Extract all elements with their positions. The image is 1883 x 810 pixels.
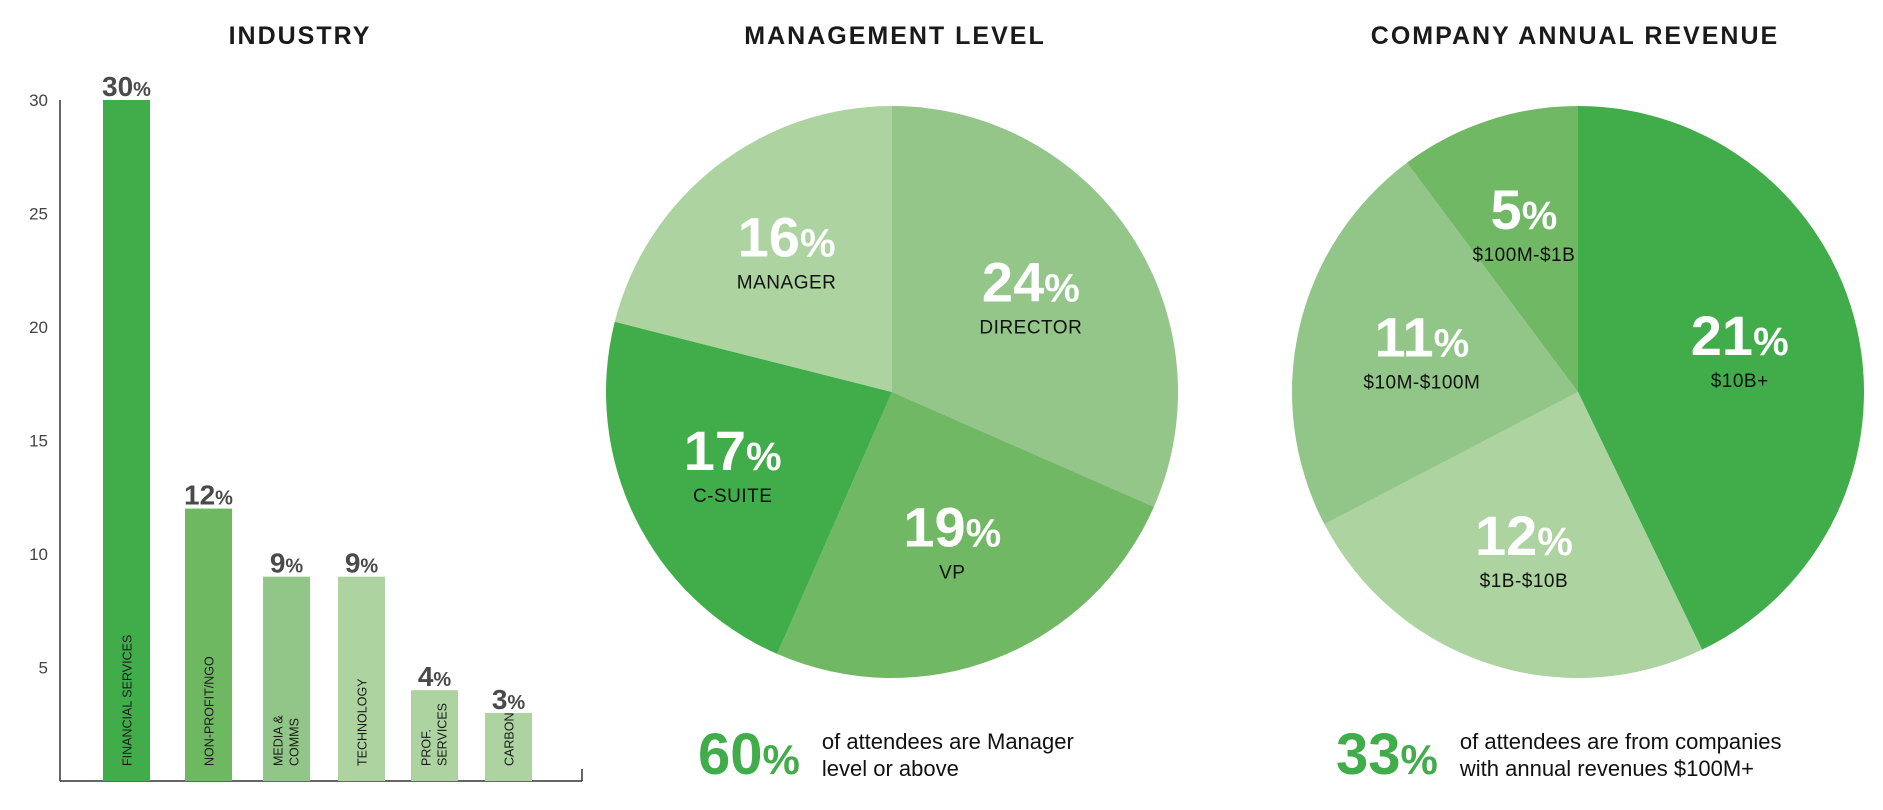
bar (411, 690, 458, 781)
bar (485, 712, 532, 781)
y-tick-label: 15 (29, 432, 48, 451)
bar (263, 576, 310, 781)
pie-slice (1292, 162, 1578, 525)
revenue-stat: 33% of attendees are from companies with… (1336, 726, 1820, 784)
pie-category-label: MANAGER (737, 273, 837, 294)
industry-bar-chart: 5 10 15 20 25 30 30% FINANCIAL SERVICES 12% NON-P… (29, 71, 583, 782)
bar-value-label: 9% (345, 548, 379, 579)
y-tick-label: 30 (29, 91, 48, 110)
pie-value-label: 17% (684, 419, 782, 482)
pie-slice (892, 106, 1178, 507)
y-tick-label: 25 (29, 205, 48, 224)
pie-category-label: $100M-$1B (1473, 245, 1576, 266)
y-tick-label: 20 (29, 318, 48, 337)
bar-category-label: TECHNOLOGY (356, 678, 370, 766)
pie-value-label: 12% (1475, 504, 1573, 567)
industry-chart-title: INDUSTRY (228, 22, 372, 50)
bar-value-label: 4% (418, 661, 452, 692)
bar (103, 100, 150, 781)
manager-level-stat-text: of attendees are Manager level or above (821, 729, 1074, 781)
revenue-chart-title: COMPANY ANNUAL REVENUE (1370, 22, 1780, 50)
bar-value-label: 3% (492, 684, 526, 715)
bar-value-label: 12% (184, 480, 233, 511)
bar-category-label: MEDIA & COMMS (272, 715, 302, 766)
pie-value-label: 19% (903, 496, 1001, 559)
bar-category-label: FINANCIAL SERVICES (121, 635, 135, 766)
revenue-stat-value: 33% (1336, 722, 1438, 787)
bar (338, 576, 385, 781)
bar-category-label: CARBON (503, 713, 517, 766)
pie-category-label: VP (939, 563, 965, 584)
bar-category-label: NON-PROFIT/NGO (203, 656, 217, 766)
y-tick-label: 5 (39, 659, 48, 678)
management-pie-chart: 24% DIRECTOR 19% VP 17% C-SUITE 16% MANAGER (606, 106, 1178, 678)
management-chart-title: MANAGEMENT LEVEL (744, 22, 1046, 50)
pie-slice (777, 392, 1154, 678)
manager-level-stat: 60% of attendees are Manager level or ab… (698, 726, 1112, 784)
revenue-pie-chart: 21% $10B+ 12% $1B-$10B 11% $10M-$100M 5% $100M-… (1292, 105, 1864, 678)
pie-category-label: DIRECTOR (979, 317, 1082, 338)
pie-category-label: C-SUITE (693, 486, 773, 507)
pie-slice (1324, 392, 1703, 678)
pie-slice (606, 321, 892, 654)
bar (185, 508, 232, 781)
bar-value-label: 30% (102, 71, 151, 102)
pie-value-label: 5% (1491, 178, 1558, 241)
pie-slice (1578, 105, 1864, 650)
pie-value-label: 24% (982, 250, 1080, 313)
manager-level-stat-value: 60% (698, 722, 800, 787)
pie-value-label: 21% (1691, 304, 1789, 367)
pie-slice (1406, 105, 1578, 392)
pie-value-label: 11% (1374, 305, 1469, 368)
bar-value-label: 9% (270, 548, 304, 579)
pie-value-label: 16% (738, 206, 836, 269)
bar-category-label: PROF. SERVICES (420, 703, 450, 766)
pie-category-label: $1B-$10B (1480, 571, 1569, 592)
pie-category-label: $10B+ (1711, 371, 1769, 392)
y-tick-label: 10 (29, 545, 48, 564)
pie-slice (614, 106, 892, 392)
pie-category-label: $10M-$100M (1363, 372, 1480, 393)
revenue-stat-text: of attendees are from companies with ann… (1459, 729, 1782, 781)
